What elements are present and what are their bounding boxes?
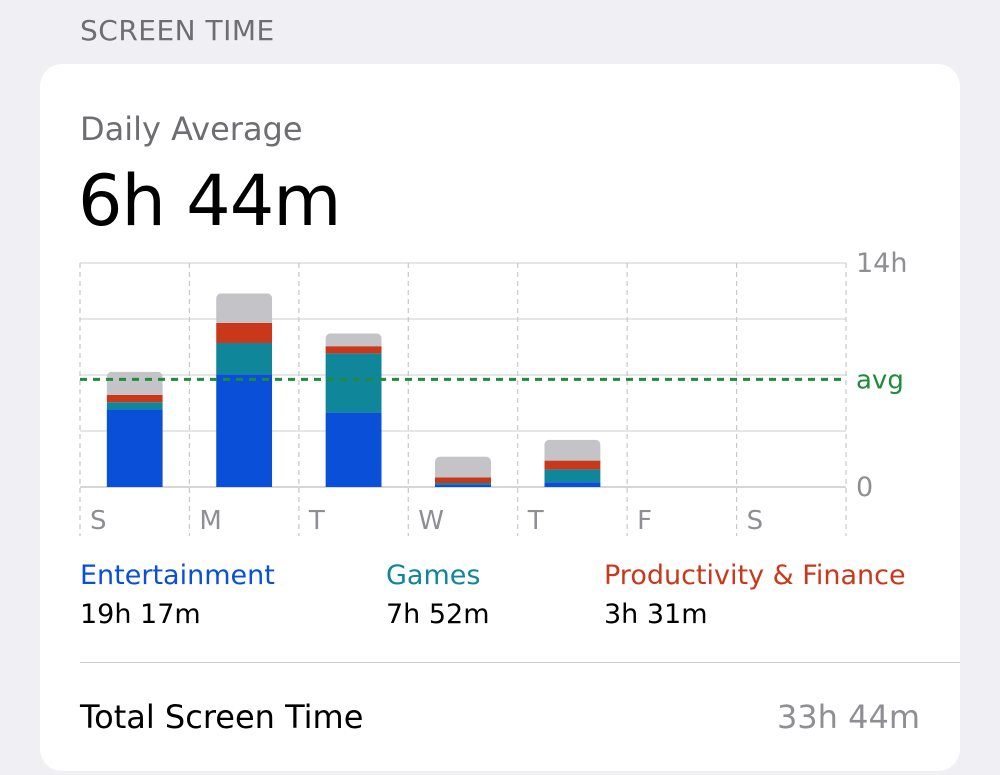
bar-segment [544, 482, 601, 487]
screen-time-card[interactable]: Daily Average 6h 44m 14h avg 0 S M T W T F S Ente… [40, 64, 960, 771]
total-screen-time-label: Total Screen Time [80, 698, 364, 736]
bar-segment [435, 456, 491, 478]
y-tick-zero: 0 [856, 472, 873, 503]
legend-name-games: Games [386, 560, 481, 591]
bar-segment [435, 484, 491, 487]
bar-segment [106, 402, 163, 410]
x-tick-label: M [199, 506, 221, 536]
daily-average-value: 6h 44m [78, 160, 341, 242]
bar-stack [435, 456, 491, 487]
x-tick-label: S [747, 506, 764, 536]
y-tick-max: 14h [856, 248, 907, 279]
legend-item-games[interactable]: Games 7h 52m [386, 560, 490, 630]
bar-segment [544, 439, 601, 461]
legend-time-entertainment: 19h 17m [80, 599, 201, 630]
x-tick-label: T [527, 506, 544, 536]
x-tick-label: W [418, 506, 444, 536]
bar-segment [544, 469, 601, 483]
bar-stack [216, 293, 273, 487]
bar-segment [106, 409, 163, 487]
category-legend: Entertainment 19h 17m Games 7h 52m Produ… [40, 560, 960, 640]
legend-time-games: 7h 52m [386, 599, 490, 630]
bar-segment [216, 374, 273, 487]
x-tick-label: S [90, 506, 107, 536]
bar-segment [544, 460, 601, 470]
chart-grid [79, 262, 847, 536]
bar-segment [106, 395, 163, 403]
legend-item-productivity[interactable]: Productivity & Finance 3h 31m [604, 560, 906, 630]
bar-segment [325, 353, 382, 413]
legend-name-entertainment: Entertainment [80, 560, 275, 591]
legend-time-productivity: 3h 31m [604, 599, 708, 630]
bar-stack [325, 333, 382, 487]
section-header: SCREEN TIME [80, 14, 275, 47]
y-tick-avg: avg [856, 365, 904, 395]
bar-segment [435, 483, 491, 485]
bar-stack [544, 439, 601, 487]
bar-segment [435, 477, 491, 483]
chart-bars [106, 293, 601, 487]
bar-segment [325, 333, 382, 347]
bar-segment [216, 293, 273, 323]
bar-segment [325, 346, 382, 354]
usage-chart[interactable]: 14h avg 0 S M T W T F S [40, 64, 960, 554]
x-tick-label: F [637, 506, 652, 536]
bar-segment [106, 371, 163, 395]
bar-segment [325, 412, 382, 487]
legend-name-productivity: Productivity & Finance [604, 560, 906, 591]
chart-labels: 14h avg 0 S M T W T F S [90, 248, 907, 536]
total-screen-time-row[interactable]: Total Screen Time 33h 44m [80, 698, 920, 742]
bar-stack [106, 371, 163, 487]
legend-item-entertainment[interactable]: Entertainment 19h 17m [80, 560, 275, 630]
x-tick-label: T [308, 506, 325, 536]
total-screen-time-value: 33h 44m [776, 698, 920, 736]
daily-average-label: Daily Average [80, 110, 303, 148]
divider [80, 662, 960, 663]
bar-segment [216, 323, 273, 343]
bar-segment [216, 343, 273, 375]
